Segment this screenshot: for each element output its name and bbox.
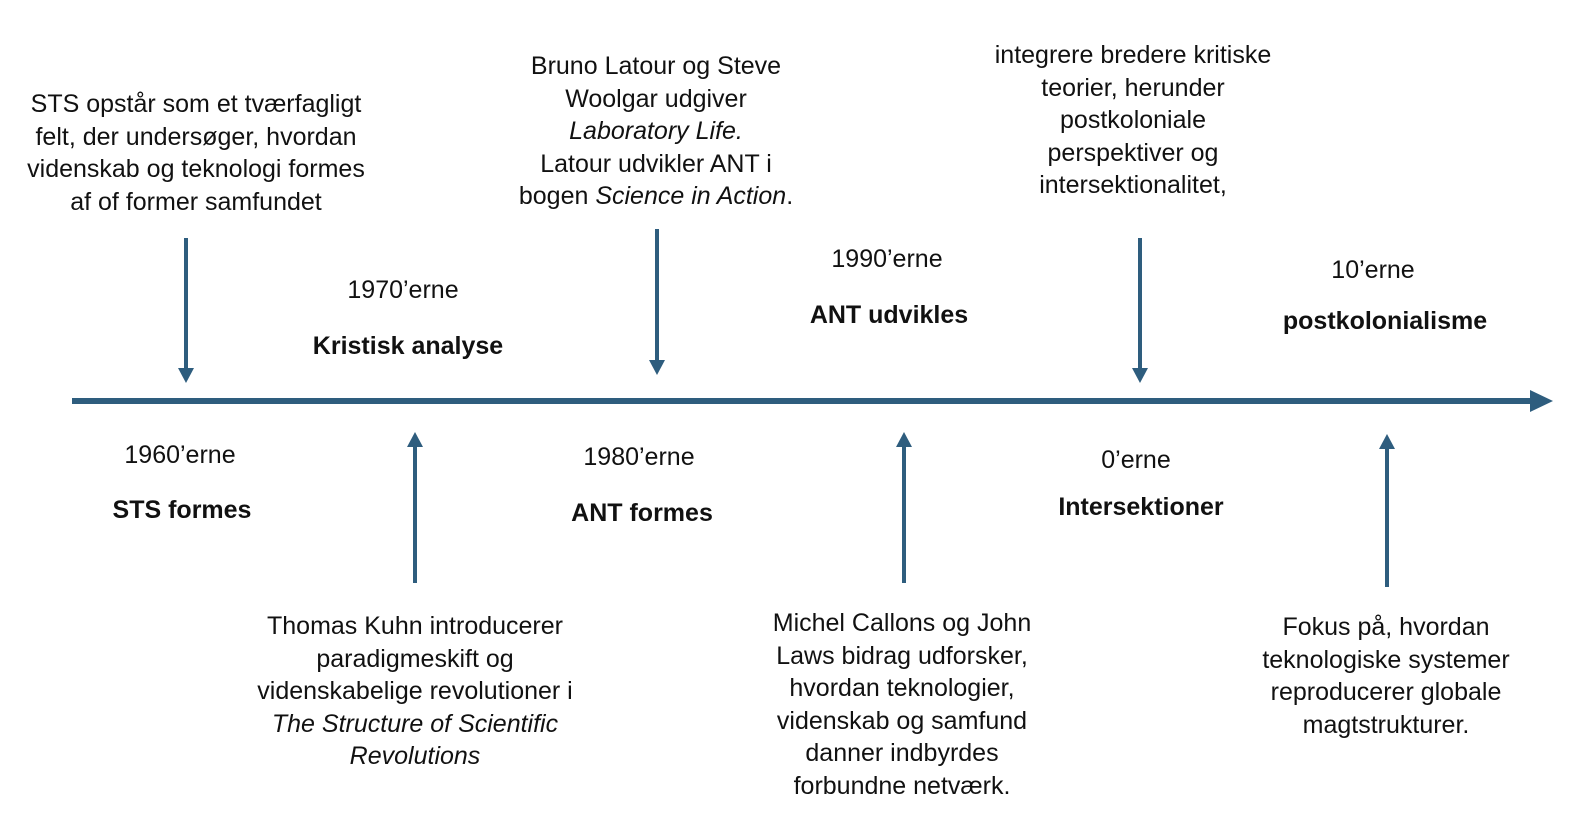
description-line: teorier, herunder xyxy=(1041,73,1225,102)
decade-label-1980s: 1980’erne xyxy=(583,443,695,471)
description-line: integrere bredere kritiske xyxy=(994,41,1272,69)
description-line: Latour udvikler ANT i xyxy=(540,149,772,178)
description-1980s: Bruno Latour og Steve Woolgar udgiver La… xyxy=(466,50,846,213)
description-line: paradigmeskift og xyxy=(316,644,514,673)
period-title-1970s: Kristisk analyse xyxy=(312,332,504,360)
description-line: Michel Callons og John xyxy=(772,609,1032,637)
description-line: forbundne netværk. xyxy=(793,771,1011,800)
description-line: teknologiske systemer xyxy=(1262,645,1510,674)
period-title-1990s: ANT udvikles xyxy=(809,301,969,329)
description-line: magtstrukturer. xyxy=(1302,710,1470,739)
period-title-1960s: STS formes xyxy=(112,496,252,524)
description-line: videnskabelige revolutioner i xyxy=(257,677,573,705)
decade-label-1960s: 1960’erne xyxy=(124,441,236,469)
description-line: af of former samfundet xyxy=(70,187,322,216)
description-2000s: integrere bredere kritiske teorier, heru… xyxy=(943,39,1323,202)
decade-label-2000s: 0’erne xyxy=(1101,446,1171,474)
description-2010s: Fokus på, hvordan teknologiske systemer … xyxy=(1196,611,1576,741)
arrow-2010s xyxy=(1379,434,1395,587)
description-line: reproducerer globale xyxy=(1270,678,1502,706)
description-line: hvordan teknologier, xyxy=(789,674,1015,702)
decade-label-2010s: 10’erne xyxy=(1331,256,1415,284)
description-line: intersektionalitet, xyxy=(1039,171,1227,199)
description-line: Fokus på, hvordan xyxy=(1282,613,1490,641)
description-line: postkoloniale xyxy=(1060,106,1206,134)
arrow-1960s xyxy=(178,238,194,383)
period-title-1980s: ANT formes xyxy=(571,499,713,527)
book-title-line: Revolutions xyxy=(349,742,481,770)
description-line: Thomas Kuhn introducerer xyxy=(267,612,563,640)
book-title-line: The Structure of Scientific xyxy=(271,709,559,738)
arrow-1970s xyxy=(407,432,423,583)
book-title: Science in Action xyxy=(595,182,787,210)
period-title-2010s: postkolonialisme xyxy=(1282,307,1488,335)
arrow-1990s xyxy=(896,432,912,583)
description-1960s: STS opstår som et tværfagligt felt, der … xyxy=(6,88,386,218)
description-text: bogen xyxy=(518,182,596,210)
description-line: videnskab og teknologi formes xyxy=(27,155,365,183)
description-line: bogen Science in Action. xyxy=(466,180,846,213)
arrow-2000s xyxy=(1132,238,1148,383)
description-line: danner indbyrdes xyxy=(805,739,999,767)
decade-label-1990s: 1990’erne xyxy=(831,245,943,273)
period-title-2000s: Intersektioner xyxy=(1058,493,1224,521)
timeline-arrowhead xyxy=(1530,390,1553,412)
description-line: Woolgar udgiver xyxy=(565,84,747,113)
arrow-1980s xyxy=(649,229,665,375)
description-line: videnskab og samfund xyxy=(776,706,1028,735)
description-line: STS opstår som et tværfagligt xyxy=(30,90,362,118)
decade-label-1970s: 1970’erne xyxy=(347,276,459,304)
description-line: Bruno Latour og Steve xyxy=(530,52,782,80)
description-line: felt, der undersøger, hvordan xyxy=(35,122,357,151)
description-line: Laws bidrag udforsker, xyxy=(776,641,1028,670)
description-1990s: Michel Callons og John Laws bidrag udfor… xyxy=(712,607,1092,802)
description-1970s: Thomas Kuhn introducerer paradigmeskift … xyxy=(225,610,605,773)
description-text: . xyxy=(786,182,794,210)
book-title-line: Laboratory Life. xyxy=(569,117,743,145)
description-line: perspektiver og xyxy=(1047,138,1219,167)
